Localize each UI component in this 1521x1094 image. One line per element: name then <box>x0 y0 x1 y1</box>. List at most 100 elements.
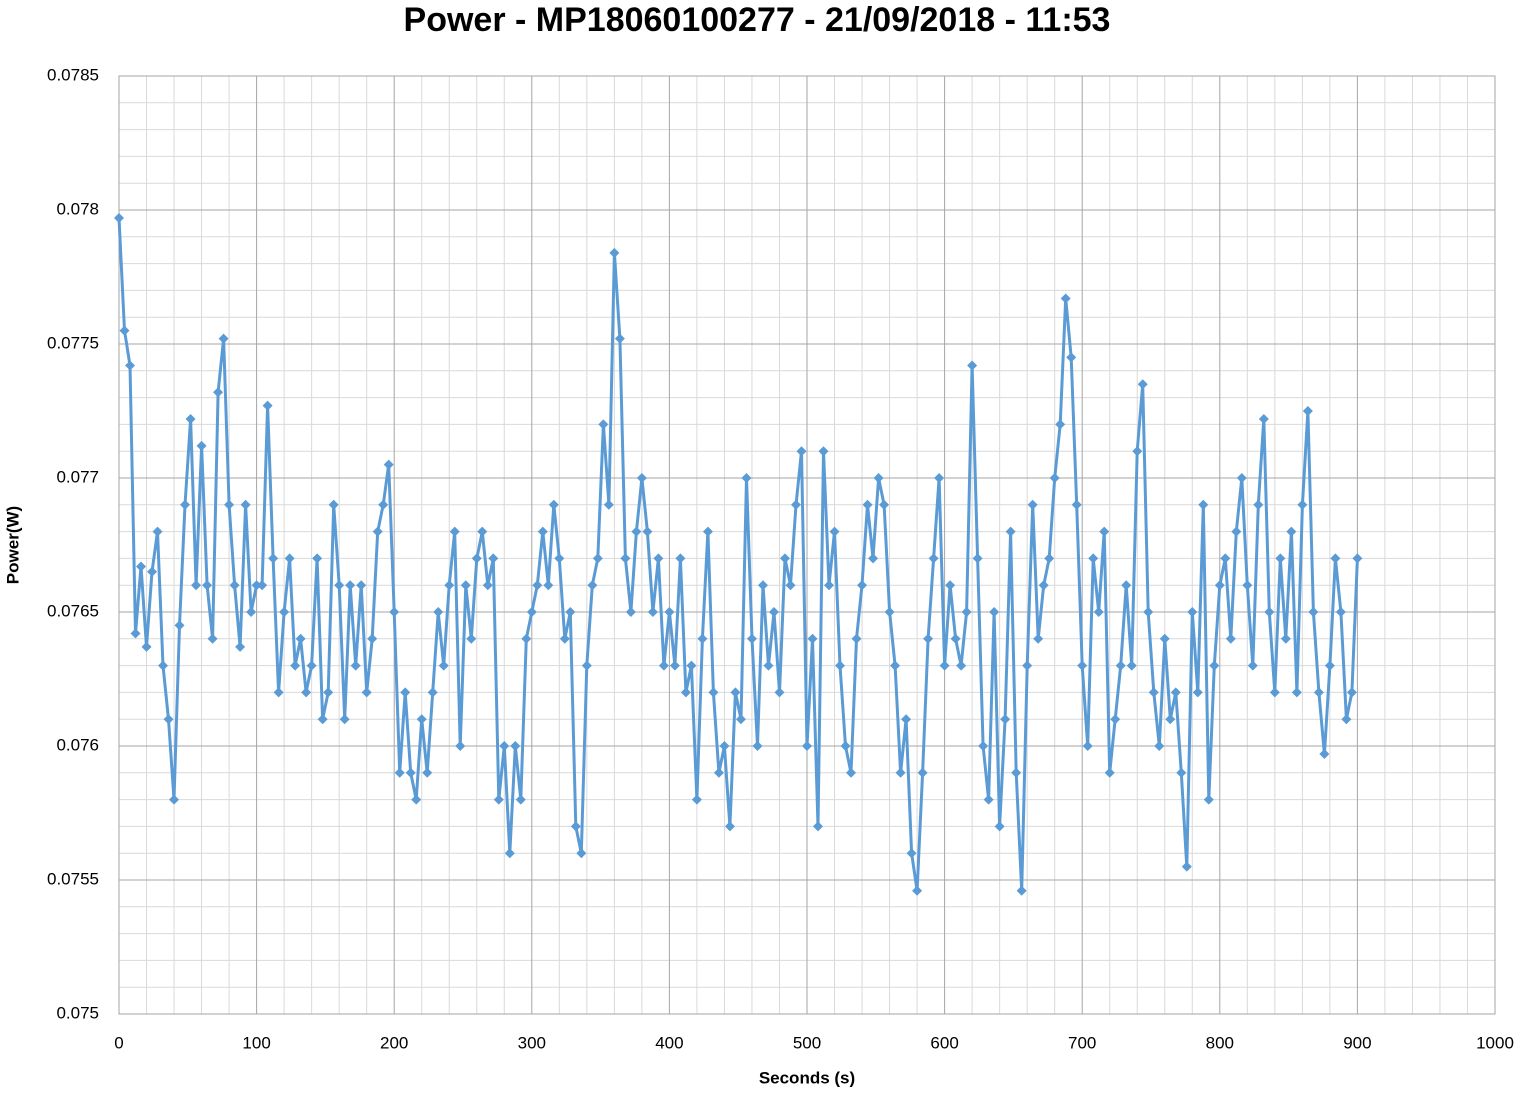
data-marker <box>378 499 389 510</box>
data-marker <box>389 607 400 617</box>
data-marker <box>1346 687 1357 698</box>
data-marker <box>570 821 581 832</box>
data-marker <box>620 553 631 564</box>
data-marker <box>158 660 169 671</box>
y-tick-label: 0.076 <box>56 735 99 754</box>
data-marker <box>790 499 801 510</box>
data-marker <box>152 526 163 537</box>
data-marker <box>339 714 350 725</box>
data-marker <box>1011 767 1022 778</box>
data-marker <box>658 660 669 671</box>
data-marker <box>1082 741 1093 751</box>
data-marker <box>653 553 664 564</box>
data-marker <box>746 633 757 644</box>
data-marker <box>741 473 752 483</box>
data-marker <box>455 741 466 751</box>
data-marker <box>1027 499 1038 510</box>
data-marker <box>1077 660 1088 671</box>
data-marker <box>950 633 961 644</box>
data-marker <box>515 794 526 805</box>
data-marker <box>372 526 383 537</box>
chart-title: Power - MP18060100277 - 21/09/2018 - 11:… <box>404 1 1111 39</box>
data-marker <box>1049 473 1060 483</box>
data-marker <box>1115 660 1126 671</box>
x-tick-label: 1000 <box>1476 1033 1514 1052</box>
data-marker <box>328 499 339 510</box>
data-marker <box>581 660 592 671</box>
data-marker <box>631 526 642 537</box>
data-marker <box>1269 687 1280 698</box>
data-marker <box>1044 553 1055 564</box>
data-marker <box>802 741 812 751</box>
data-marker <box>1132 446 1143 457</box>
data-marker <box>1341 714 1352 725</box>
data-marker <box>1231 526 1242 537</box>
data-marker <box>224 499 235 510</box>
data-marker <box>983 794 994 805</box>
data-marker <box>1335 607 1346 617</box>
y-tick-label: 0.0755 <box>47 869 99 888</box>
data-marker <box>994 821 1005 832</box>
x-tick-label: 300 <box>518 1033 546 1052</box>
data-marker <box>1313 687 1324 698</box>
data-marker <box>471 553 482 564</box>
data-marker <box>939 660 950 671</box>
data-marker <box>1280 633 1291 644</box>
data-marker <box>1143 607 1154 617</box>
x-tick-label: 0 <box>114 1033 123 1052</box>
data-marker <box>1187 607 1198 617</box>
data-marker <box>1209 660 1220 671</box>
data-marker <box>334 580 345 591</box>
data-marker <box>879 499 890 510</box>
data-marker <box>169 794 180 805</box>
data-marker <box>1203 794 1214 805</box>
data-marker <box>1214 580 1225 591</box>
data-marker <box>499 741 510 751</box>
x-axis-title: Seconds (s) <box>759 1068 855 1087</box>
data-marker <box>592 553 603 564</box>
data-marker <box>956 660 967 671</box>
data-marker <box>130 628 141 639</box>
data-marker <box>268 553 279 564</box>
data-marker <box>1319 749 1330 760</box>
data-marker <box>972 553 983 564</box>
y-tick-label: 0.0785 <box>47 65 99 84</box>
data-marker <box>697 633 708 644</box>
data-marker <box>1000 714 1011 725</box>
data-marker <box>400 687 411 698</box>
data-marker <box>191 580 202 591</box>
data-marker <box>405 767 416 778</box>
data-marker <box>708 687 719 698</box>
data-marker <box>912 885 923 896</box>
data-marker <box>1016 885 1027 896</box>
data-marker <box>1126 660 1137 671</box>
data-marker <box>625 607 636 617</box>
data-marker <box>510 741 521 751</box>
data-marker <box>1225 633 1236 644</box>
data-marker <box>1005 526 1016 537</box>
data-marker <box>1148 687 1159 698</box>
data-marker <box>1275 553 1286 564</box>
data-marker <box>257 580 268 591</box>
data-marker <box>1159 633 1170 644</box>
data-marker <box>1038 580 1049 591</box>
data-marker <box>1253 499 1264 510</box>
data-marker <box>713 767 724 778</box>
data-marker <box>416 714 427 725</box>
data-marker <box>647 607 658 617</box>
data-marker <box>438 660 449 671</box>
data-marker <box>1154 741 1165 751</box>
data-marker <box>460 580 471 591</box>
data-marker <box>185 414 196 425</box>
data-marker <box>1297 499 1308 510</box>
data-marker <box>202 580 213 591</box>
data-marker <box>114 213 124 224</box>
x-tick-label: 600 <box>930 1033 958 1052</box>
data-marker <box>884 607 895 617</box>
data-marker <box>796 446 807 457</box>
data-marker <box>1093 607 1104 617</box>
data-marker <box>284 553 295 564</box>
data-marker <box>642 526 653 537</box>
data-marker <box>835 660 846 671</box>
data-marker <box>691 794 702 805</box>
